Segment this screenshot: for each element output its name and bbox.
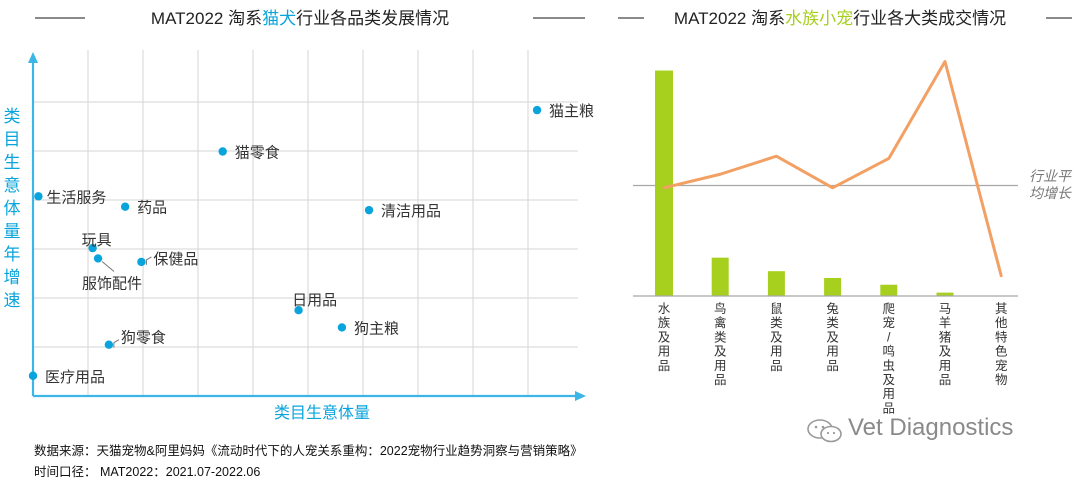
industry-avg-label: 行业平: [1029, 168, 1073, 184]
bar: [824, 277, 842, 296]
left-title-highlight: 猫犬: [262, 9, 296, 28]
bar: [655, 70, 673, 296]
time-period: 时间口径： MAT2022：2021.07-2022.06: [34, 465, 261, 479]
scatter-point-label: 药品: [137, 200, 167, 217]
y-axis-label-char: 增: [4, 268, 21, 287]
scatter-x-axis-label: 类目生意体量: [274, 403, 370, 422]
left-title-part-1: MAT2022 淘系: [151, 9, 262, 28]
scatter-point: [88, 243, 97, 253]
y-axis-label-char: 类: [4, 107, 21, 126]
scatter-grid: [33, 50, 578, 396]
right-title-highlight: 水族小宠: [785, 9, 853, 28]
y-axis-label-char: 年: [4, 245, 21, 264]
left-chart-title: MAT2022 淘系猫犬行业各品类发展情况: [151, 9, 449, 28]
scatter-point-label: 狗主粮: [354, 320, 399, 337]
label-leader-line: [145, 256, 152, 265]
bar: [767, 271, 785, 296]
scatter-point-label: 狗零食: [121, 330, 166, 347]
category-label: 鼠类及用品: [770, 301, 783, 373]
y-axis-label-char: 速: [4, 291, 21, 310]
right-title-part-1: MAT2022 淘系: [674, 9, 785, 28]
category-label: 兔类及用品: [826, 301, 839, 373]
industry-avg-label: 均增长: [1029, 185, 1072, 201]
scatter-point-label: 猫主粮: [549, 103, 594, 120]
scatter-point: [337, 323, 347, 332]
category-label: 鸟禽类及用品: [714, 301, 727, 387]
growth-line: [662, 60, 1003, 278]
y-axis-arrow-icon: [28, 52, 38, 63]
scatter-point: [28, 371, 38, 380]
category-label: 爬宠/鸣虫及用品: [883, 302, 896, 415]
scatter-point-label: 猫零食: [235, 145, 280, 162]
right-chart-title: MAT2022 淘系水族小宠行业各大类成交情况: [674, 9, 1006, 28]
y-axis-label-char: 体: [4, 199, 21, 218]
y-axis-label-char: 量: [4, 222, 21, 241]
scatter-point-label: 服饰配件: [82, 275, 142, 292]
bar: [711, 257, 729, 296]
scatter-point-label: 清洁用品: [381, 203, 441, 220]
scatter-point: [532, 105, 542, 115]
scatter-point: [120, 202, 130, 211]
category-label: 马羊猪及用品: [939, 302, 952, 387]
scatter-point-label: 保健品: [153, 251, 198, 268]
left-title-part-3: 行业各品类发展情况: [296, 9, 449, 28]
bar: [880, 284, 898, 296]
scatter-point-label: 生活服务: [46, 189, 106, 206]
scatter-point-label: 医疗用品: [45, 369, 105, 386]
right-title-part-3: 行业各大类成交情况: [853, 9, 1006, 28]
watermark-text: Vet Diagnostics: [848, 414, 1014, 441]
scatter-point: [93, 254, 103, 263]
wechat-icon: [807, 419, 842, 443]
category-label: 水族及用品: [658, 302, 671, 373]
y-axis-label-char: 意: [4, 176, 21, 195]
y-axis-label-char: 目: [4, 130, 21, 149]
category-label: 其他特色宠物: [995, 302, 1008, 387]
label-leader-line: [113, 339, 120, 348]
scatter-point-label: 日用品: [292, 292, 337, 309]
scatter-point: [364, 205, 374, 215]
scatter-point: [104, 340, 114, 349]
label-leader-line: [101, 261, 115, 272]
scatter-point: [137, 257, 146, 267]
data-source: 数据来源：天猫宠物&阿里妈妈《流动时代下的人宠关系重构：2022宠物行业趋势洞察…: [34, 444, 583, 458]
scatter-point: [294, 306, 303, 315]
scatter-point: [218, 147, 227, 156]
x-axis-arrow-icon: [575, 391, 586, 401]
scatter-point-label: 玩具: [82, 232, 112, 249]
scatter-point: [34, 192, 43, 201]
y-axis-label-char: 生: [4, 153, 21, 172]
bar: [936, 292, 954, 296]
